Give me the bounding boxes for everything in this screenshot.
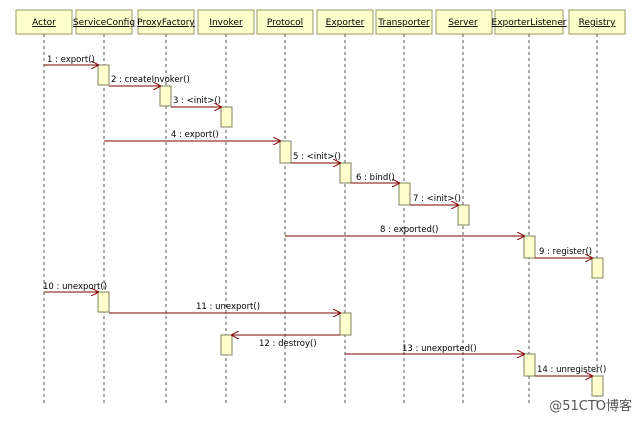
messages (44, 65, 592, 376)
activation-protocol-1 (279, 140, 292, 164)
message-10-label: 10 : unexport() (43, 282, 107, 292)
activation-bars (97, 64, 604, 397)
activation-proxyfactory-1 (159, 85, 172, 107)
activation-exporterlistener-2 (523, 353, 536, 377)
message-4-label: 4 : export() (171, 130, 219, 140)
participant-serviceconfig-label: ServiceConfig (73, 18, 135, 28)
activation-serviceconfig-1 (97, 64, 110, 86)
participant-actor: Actor (15, 9, 73, 35)
message-6-label: 6 : bind() (356, 173, 395, 183)
participant-invoker-label: Invoker (209, 18, 243, 28)
message-14-label: 14 : unregister() (537, 365, 606, 375)
message-9-label: 9 : register() (539, 247, 592, 257)
activation-serviceconfig-2 (97, 291, 110, 313)
activation-server-1 (457, 204, 470, 226)
participant-server-label: Server (448, 18, 478, 28)
participant-protocol-label: Protocol (267, 18, 303, 28)
message-2-label: 2 : createInvoker() (111, 75, 190, 85)
participant-registry: Registry (568, 9, 626, 35)
participant-registry-label: Registry (579, 18, 617, 28)
participant-serviceconfig: ServiceConfig (73, 9, 135, 35)
participant-transporter: Transporter (375, 9, 433, 35)
participant-protocol: Protocol (256, 9, 314, 35)
participant-exporter-label: Exporter (326, 18, 365, 28)
lifelines (43, 34, 598, 405)
activation-invoker-2 (220, 334, 233, 356)
activation-registry-1 (591, 257, 604, 279)
message-labels: 1 : export() 2 : createInvoker() 3 : <in… (43, 55, 606, 375)
participant-exporterlistener: ExporterListener (492, 9, 567, 35)
message-12-label: 12 : destroy() (259, 339, 317, 349)
message-13-label: 13 : unexported() (402, 344, 477, 354)
participant-invoker: Invoker (197, 9, 255, 35)
participant-proxyfactory: ProxyFactory (137, 9, 195, 35)
activation-invoker-1 (220, 106, 233, 128)
participant-headers: Actor ServiceConfig ProxyFactory Invoker… (15, 9, 626, 35)
message-7-label: 7 : <init>() (413, 194, 461, 204)
participant-server: Server (435, 9, 493, 35)
message-1-label: 1 : export() (47, 55, 95, 65)
activation-transporter-1 (398, 182, 411, 206)
activation-exporter-1 (339, 162, 352, 184)
participant-exporter: Exporter (316, 9, 374, 35)
participant-proxyfactory-label: ProxyFactory (137, 18, 195, 28)
participant-actor-label: Actor (32, 18, 56, 28)
activation-exporterlistener-1 (523, 235, 536, 259)
message-8-label: 8 : exported() (380, 225, 438, 235)
message-5-label: 5 : <init>() (293, 152, 341, 162)
watermark: @51CTO博客 (549, 398, 632, 414)
message-11-label: 11 : unexport() (196, 302, 260, 312)
message-3-label: 3 : <init>() (173, 96, 221, 106)
activation-exporter-2 (339, 312, 352, 336)
participant-exporterlistener-label: ExporterListener (492, 18, 567, 28)
participant-transporter-label: Transporter (377, 18, 430, 28)
activation-registry-2 (591, 375, 604, 397)
